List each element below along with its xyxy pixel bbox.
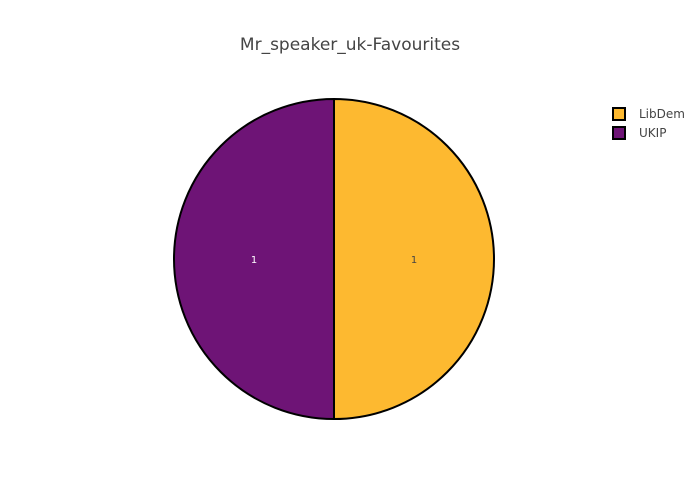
legend-item-ukip[interactable]: UKIP xyxy=(612,126,666,140)
legend-label-ukip: UKIP xyxy=(639,126,666,140)
pie-slices xyxy=(173,97,495,421)
slice-value-label-libdem: 1 xyxy=(411,255,417,266)
pie-slice-ukip xyxy=(173,97,335,421)
chart-title: Mr_speaker_uk-Favourites xyxy=(240,35,460,55)
legend-swatch-ukip xyxy=(612,126,626,140)
legend-item-libdem[interactable]: LibDem xyxy=(612,107,685,121)
pie-slice-libdem xyxy=(333,97,495,421)
legend-label-libdem: LibDem xyxy=(639,107,685,121)
pie-slice-labels: 11 xyxy=(251,255,417,266)
slice-value-label-ukip: 1 xyxy=(251,255,257,266)
legend: LibDem UKIP xyxy=(612,107,685,140)
legend-swatch-libdem xyxy=(612,107,626,121)
